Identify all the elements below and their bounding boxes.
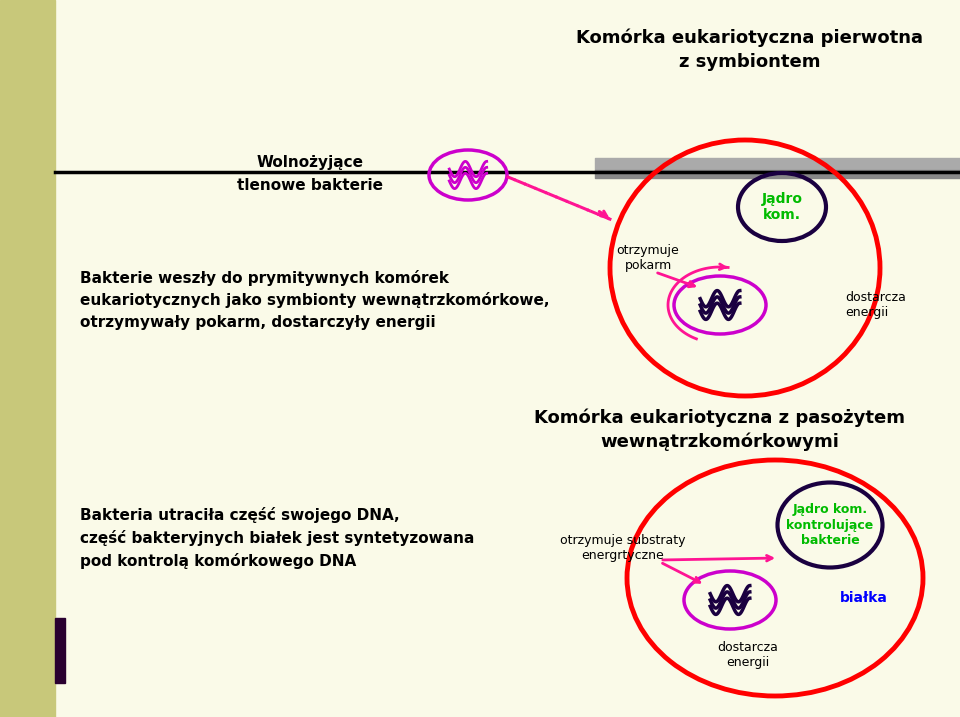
Text: Wolnożyjące: Wolnożyjące [256,156,364,171]
Text: część bakteryjnych białek jest syntetyzowana: część bakteryjnych białek jest syntetyzo… [80,530,474,546]
Text: dostarcza
energii: dostarcza energii [845,291,906,319]
Text: eukariotycznych jako symbionty wewnątrzkomórkowe,: eukariotycznych jako symbionty wewnątrzk… [80,292,549,308]
Text: wewnątrzkomórkowymi: wewnątrzkomórkowymi [601,433,839,451]
Text: Komórka eukariotyczna z pasożytem: Komórka eukariotyczna z pasożytem [535,409,905,427]
Bar [0,0,55,717]
Text: Jądro
kom.: Jądro kom. [761,192,803,222]
Bar [55,618,65,683]
Text: otrzymywały pokarm, dostarczyły energii: otrzymywały pokarm, dostarczyły energii [80,315,436,330]
Text: Komórka eukariotyczna pierwotna: Komórka eukariotyczna pierwotna [577,29,924,47]
Text: Bakterie weszły do prymitywnych komórek: Bakterie weszły do prymitywnych komórek [80,270,449,286]
Text: Bakteria utraciła część swojego DNA,: Bakteria utraciła część swojego DNA, [80,507,399,523]
Text: pod kontrolą komórkowego DNA: pod kontrolą komórkowego DNA [80,553,356,569]
Text: otrzymuje substraty
energrtyczne: otrzymuje substraty energrtyczne [561,534,685,562]
Text: Jądro kom.
kontrolujące
bakterie: Jądro kom. kontrolujące bakterie [786,503,874,546]
Text: z symbiontem: z symbiontem [680,53,821,71]
Text: tlenowe bakterie: tlenowe bakterie [237,178,383,192]
Text: białka: białka [840,591,888,605]
Text: otrzymuje
pokarm: otrzymuje pokarm [616,244,680,272]
Text: dostarcza
energii: dostarcza energii [717,641,779,669]
